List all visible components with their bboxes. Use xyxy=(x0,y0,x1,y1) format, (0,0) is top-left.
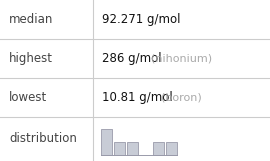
Bar xyxy=(166,142,177,155)
Text: 286 g/mol: 286 g/mol xyxy=(102,52,162,65)
Bar xyxy=(114,142,125,155)
Bar xyxy=(101,129,112,155)
Text: distribution: distribution xyxy=(9,133,77,146)
Text: 10.81 g/mol: 10.81 g/mol xyxy=(102,91,173,104)
Text: highest: highest xyxy=(9,52,53,65)
Bar xyxy=(127,142,138,155)
Text: (nihonium): (nihonium) xyxy=(151,53,212,63)
Text: (boron): (boron) xyxy=(161,93,202,103)
Text: median: median xyxy=(9,13,53,26)
Text: lowest: lowest xyxy=(9,91,47,104)
Text: 92.271 g/mol: 92.271 g/mol xyxy=(102,13,181,26)
Bar xyxy=(153,142,164,155)
